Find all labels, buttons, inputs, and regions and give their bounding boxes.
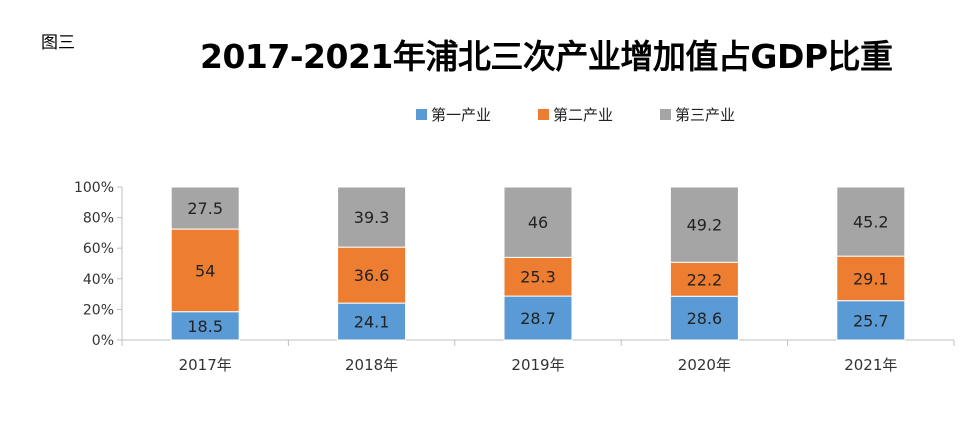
y-tick-label: 80%: [83, 211, 114, 227]
x-tick-label: 2017年: [179, 356, 232, 374]
bar-segment: [503, 295, 573, 341]
data-label: 49.2: [687, 216, 723, 235]
bar-segment: [170, 311, 240, 341]
legend-swatch-tertiary: [660, 109, 671, 120]
bar-segment: [170, 228, 240, 313]
legend-label-primary: 第一产业: [431, 106, 492, 124]
bar-segment: [503, 256, 573, 297]
legend-item-primary: 第一产业: [416, 104, 491, 125]
data-label: 28.6: [687, 309, 723, 328]
x-tick-label: 2018年: [345, 356, 398, 374]
x-tick-label: 2020年: [678, 356, 731, 374]
chart-legend: 第一产业 第二产业 第三产业: [0, 104, 969, 128]
data-label: 24.1: [354, 313, 390, 332]
bar-segment: [669, 186, 739, 263]
bar-segment: [836, 300, 906, 341]
bar-segment: [337, 302, 407, 341]
data-label: 29.1: [853, 269, 889, 288]
data-label: 27.5: [187, 199, 223, 218]
figure-label: 图三: [41, 33, 75, 53]
x-tick-label: 2019年: [511, 356, 564, 374]
y-tick-label: 40%: [83, 272, 114, 288]
data-label: 45.2: [853, 213, 889, 232]
data-label: 39.3: [354, 208, 390, 227]
data-label: 36.6: [354, 266, 390, 285]
y-tick-label: 60%: [83, 241, 114, 257]
data-label: 25.7: [853, 311, 889, 330]
y-tick-label: 20%: [83, 302, 114, 318]
data-label: 54: [195, 261, 215, 280]
data-label: 46: [528, 213, 548, 232]
data-label: 25.3: [520, 268, 556, 287]
legend-item-tertiary: 第三产业: [660, 104, 735, 125]
legend-label-secondary: 第二产业: [553, 106, 614, 124]
bar-segment: [836, 255, 906, 302]
bar-segment: [337, 186, 407, 248]
legend-swatch-secondary: [538, 109, 549, 120]
bar-segment: [669, 295, 739, 341]
bar-segment: [669, 261, 739, 297]
bar-segment: [170, 186, 240, 230]
chart-title: 2017-2021年浦北三次产业增加值占GDP比重: [200, 37, 893, 76]
y-tick-label: 100%: [74, 180, 114, 196]
x-tick-label: 2021年: [844, 356, 897, 374]
data-label: 22.2: [687, 270, 723, 289]
legend-swatch-primary: [416, 109, 427, 120]
legend-label-tertiary: 第三产业: [675, 106, 736, 124]
data-label: 18.5: [187, 317, 223, 336]
bar-segment: [836, 186, 906, 257]
bar-segment: [503, 186, 573, 258]
data-label: 28.7: [520, 309, 556, 328]
y-tick-label: 0%: [92, 333, 114, 349]
legend-item-secondary: 第二产业: [538, 104, 613, 125]
